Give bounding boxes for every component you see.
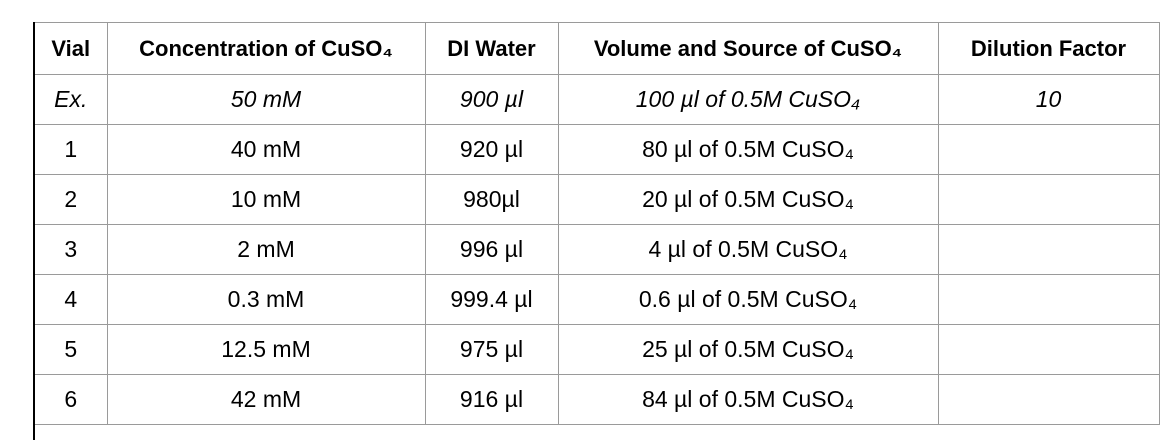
cell-di-water: 920 µl <box>424 124 559 175</box>
header-volume-source: Volume and Source of CuSO₄ <box>557 22 939 75</box>
cell-dilution-factor <box>937 124 1160 175</box>
cell-vial: 6 <box>33 374 108 425</box>
cell-vial: Ex. <box>33 74 108 125</box>
cell-dilution-factor <box>937 174 1160 225</box>
cell-dilution-factor <box>937 374 1160 425</box>
cell-concentration: 40 mM <box>106 124 426 175</box>
table-row: 4 0.3 mM 999.4 µl 0.6 µl of 0.5M CuSO₄ <box>33 274 1160 325</box>
table-row: 6 42 mM 916 µl 84 µl of 0.5M CuSO₄ <box>33 374 1160 425</box>
cell-di-water: 980µl <box>424 174 559 225</box>
cell-volume-source: 20 µl of 0.5M CuSO₄ <box>557 174 939 225</box>
cell-concentration: 2 mM <box>106 224 426 275</box>
header-dilution-factor: Dilution Factor <box>937 22 1160 75</box>
cell-vial: 4 <box>33 274 108 325</box>
cell-volume-source: 100 µl of 0.5M CuSO₄ <box>557 74 939 125</box>
cell-di-water: 999.4 µl <box>424 274 559 325</box>
cell-concentration: 42 mM <box>106 374 426 425</box>
cell-vial: 1 <box>33 124 108 175</box>
cell-vial: 5 <box>33 324 108 375</box>
cell-di-water: 975 µl <box>424 324 559 375</box>
table-row: 1 40 mM 920 µl 80 µl of 0.5M CuSO₄ <box>33 124 1160 175</box>
cell-di-water: 916 µl <box>424 374 559 425</box>
header-concentration: Concentration of CuSO₄ <box>106 22 426 75</box>
cell-concentration: 0.3 mM <box>106 274 426 325</box>
cell-dilution-factor: 10 <box>937 74 1160 125</box>
cell-di-water: 996 µl <box>424 224 559 275</box>
dilution-table: Vial Concentration of CuSO₄ DI Water Vol… <box>33 22 1160 425</box>
header-row: Vial Concentration of CuSO₄ DI Water Vol… <box>33 22 1160 75</box>
cell-volume-source: 0.6 µl of 0.5M CuSO₄ <box>557 274 939 325</box>
cell-volume-source: 84 µl of 0.5M CuSO₄ <box>557 374 939 425</box>
cell-volume-source: 80 µl of 0.5M CuSO₄ <box>557 124 939 175</box>
table-row: 3 2 mM 996 µl 4 µl of 0.5M CuSO₄ <box>33 224 1160 275</box>
cell-dilution-factor <box>937 274 1160 325</box>
cell-concentration: 10 mM <box>106 174 426 225</box>
cell-di-water: 900 µl <box>424 74 559 125</box>
header-vial: Vial <box>33 22 108 75</box>
cell-dilution-factor <box>937 224 1160 275</box>
cell-vial: 2 <box>33 174 108 225</box>
table-row: 5 12.5 mM 975 µl 25 µl of 0.5M CuSO₄ <box>33 324 1160 375</box>
cell-dilution-factor <box>937 324 1160 375</box>
cell-concentration: 12.5 mM <box>106 324 426 375</box>
cell-volume-source: 25 µl of 0.5M CuSO₄ <box>557 324 939 375</box>
header-di-water: DI Water <box>424 22 559 75</box>
cell-vial: 3 <box>33 224 108 275</box>
cell-concentration: 50 mM <box>106 74 426 125</box>
table-row: 2 10 mM 980µl 20 µl of 0.5M CuSO₄ <box>33 174 1160 225</box>
table-row-example: Ex. 50 mM 900 µl 100 µl of 0.5M CuSO₄ 10 <box>33 74 1160 125</box>
cell-volume-source: 4 µl of 0.5M CuSO₄ <box>557 224 939 275</box>
